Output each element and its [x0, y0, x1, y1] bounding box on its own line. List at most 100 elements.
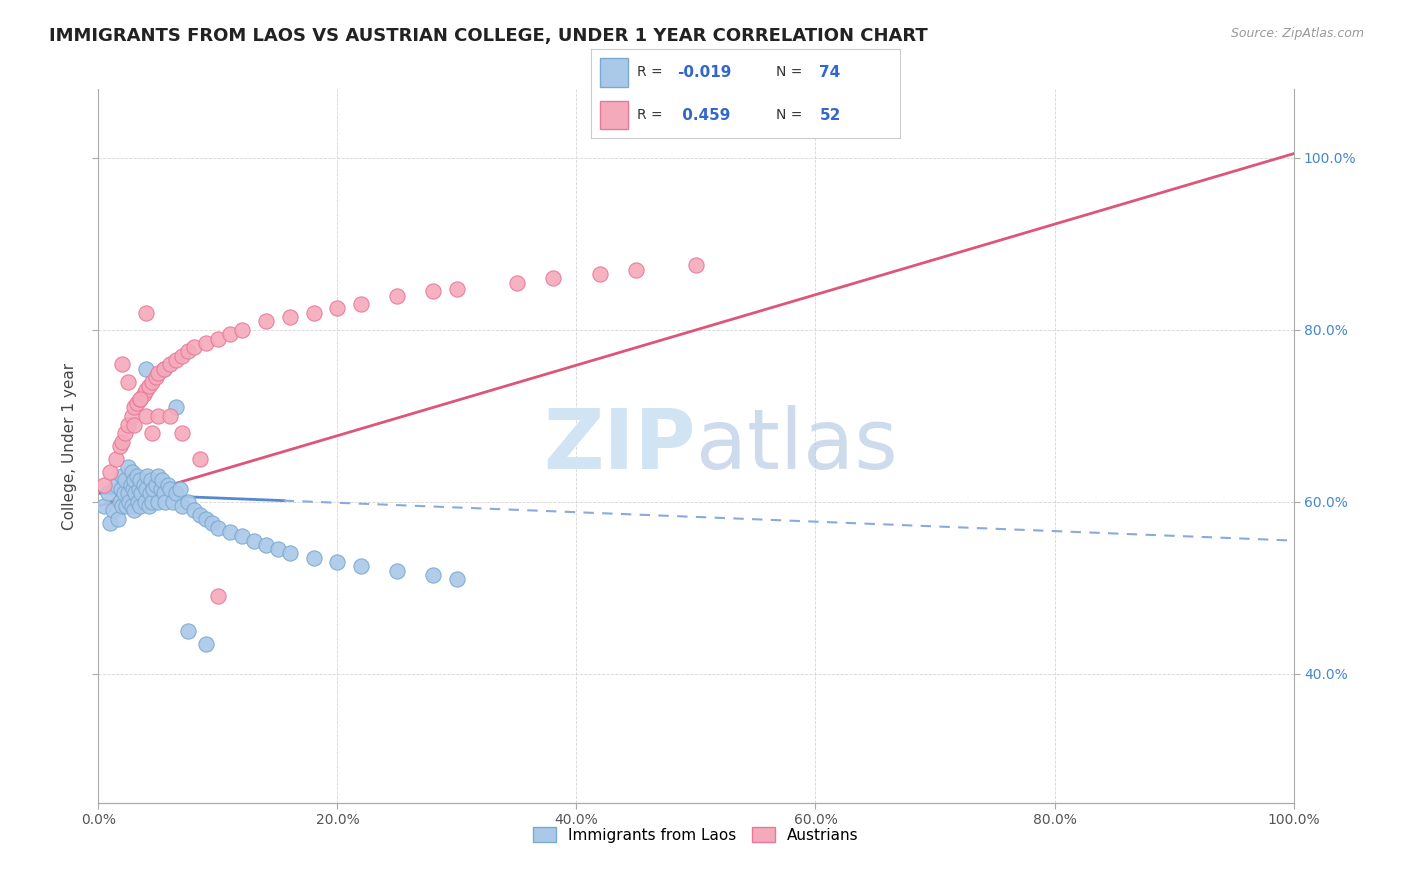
Point — [125, 396, 148, 410]
Point — [107, 512, 129, 526]
Point — [114, 426, 136, 441]
Point — [139, 474, 162, 488]
Text: 74: 74 — [820, 65, 841, 79]
Point — [93, 477, 115, 491]
Point — [243, 533, 266, 548]
Point — [108, 495, 131, 509]
Point — [231, 323, 253, 337]
Point — [132, 387, 155, 401]
Point — [101, 503, 124, 517]
Point — [117, 486, 139, 500]
Point — [111, 499, 134, 513]
Point — [278, 546, 301, 560]
Point — [177, 495, 200, 509]
FancyBboxPatch shape — [600, 101, 627, 129]
Point — [159, 357, 181, 371]
Point — [302, 550, 325, 565]
Point — [141, 426, 163, 441]
Text: ZIP: ZIP — [544, 406, 696, 486]
Point — [135, 482, 157, 496]
Point — [177, 344, 200, 359]
Point — [195, 335, 218, 350]
Point — [115, 499, 138, 513]
Point — [207, 521, 229, 535]
Point — [111, 357, 134, 371]
Point — [385, 288, 409, 302]
Text: R =: R = — [637, 108, 666, 122]
Point — [153, 361, 176, 376]
Point — [326, 301, 349, 316]
Point — [111, 434, 134, 449]
Point — [302, 306, 325, 320]
Point — [124, 503, 146, 517]
Point — [195, 637, 218, 651]
Point — [172, 426, 194, 441]
Point — [159, 409, 181, 423]
Point — [124, 474, 146, 488]
Point — [254, 538, 277, 552]
Text: 52: 52 — [820, 108, 841, 122]
Point — [183, 503, 205, 517]
Text: R =: R = — [637, 65, 666, 79]
Point — [254, 314, 277, 328]
Point — [135, 409, 157, 423]
Point — [148, 495, 170, 509]
Point — [148, 366, 170, 380]
Point — [142, 482, 165, 496]
Point — [135, 361, 157, 376]
Point — [129, 499, 152, 513]
Point — [183, 340, 205, 354]
Point — [125, 469, 148, 483]
Point — [156, 477, 179, 491]
Point — [127, 495, 149, 509]
Point — [231, 529, 253, 543]
Point — [169, 482, 191, 496]
Point — [138, 379, 160, 393]
Point — [172, 499, 194, 513]
Point — [165, 353, 187, 368]
Text: -0.019: -0.019 — [678, 65, 731, 79]
Point — [129, 392, 152, 406]
Point — [219, 524, 242, 539]
Point — [145, 370, 167, 384]
Point — [120, 477, 142, 491]
Point — [105, 477, 128, 491]
Point — [385, 564, 409, 578]
Point — [118, 495, 141, 509]
Point — [148, 409, 170, 423]
Point — [685, 259, 707, 273]
Point — [122, 482, 145, 496]
Point — [128, 482, 150, 496]
Point — [446, 282, 468, 296]
Point — [165, 401, 187, 415]
Point — [97, 486, 120, 500]
Point — [541, 271, 564, 285]
Point — [121, 499, 143, 513]
Point — [422, 568, 444, 582]
Point — [135, 306, 157, 320]
Point — [165, 486, 187, 500]
Point — [350, 297, 373, 311]
Point — [124, 486, 146, 500]
Point — [506, 276, 529, 290]
Point — [207, 590, 229, 604]
FancyBboxPatch shape — [600, 58, 627, 87]
Point — [188, 508, 211, 522]
Point — [153, 361, 176, 376]
Point — [149, 482, 172, 496]
Point — [124, 401, 146, 415]
Point — [278, 310, 301, 324]
Point — [121, 465, 143, 479]
Text: 0.459: 0.459 — [678, 108, 731, 122]
Point — [201, 516, 224, 531]
Y-axis label: College, Under 1 year: College, Under 1 year — [62, 362, 77, 530]
Point — [422, 285, 444, 299]
Point — [136, 469, 159, 483]
Text: N =: N = — [776, 65, 807, 79]
Point — [129, 392, 152, 406]
Point — [108, 439, 131, 453]
Point — [135, 383, 157, 397]
Point — [177, 624, 200, 638]
Text: N =: N = — [776, 108, 807, 122]
Point — [132, 477, 155, 491]
